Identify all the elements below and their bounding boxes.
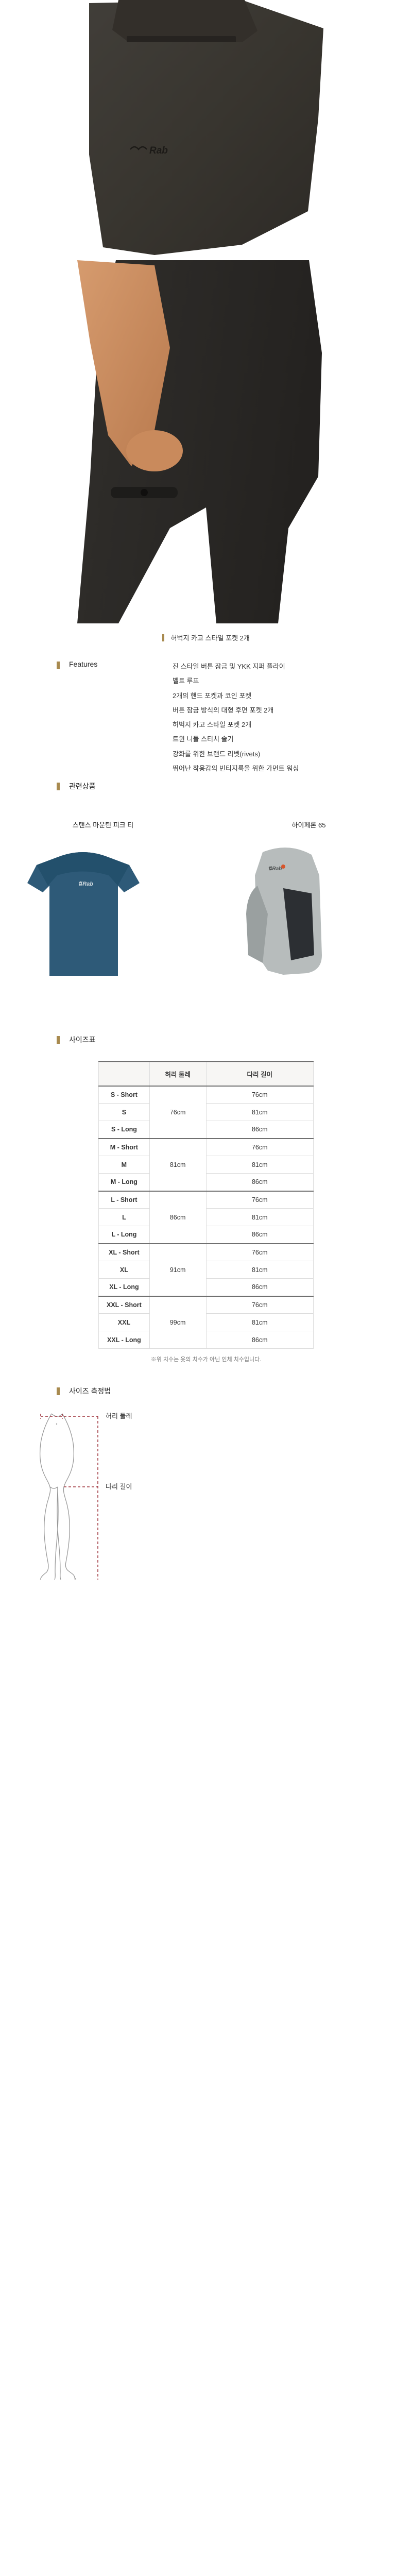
svg-text:허리 둘레: 허리 둘레 <box>106 1412 132 1420</box>
svg-text:⇅Rab: ⇅Rab <box>78 881 93 887</box>
svg-text:Rab: Rab <box>149 145 168 156</box>
svg-text:⇅Rab: ⇅Rab <box>268 866 282 872</box>
svg-text:다리 길이: 다리 길이 <box>106 1483 132 1490</box>
